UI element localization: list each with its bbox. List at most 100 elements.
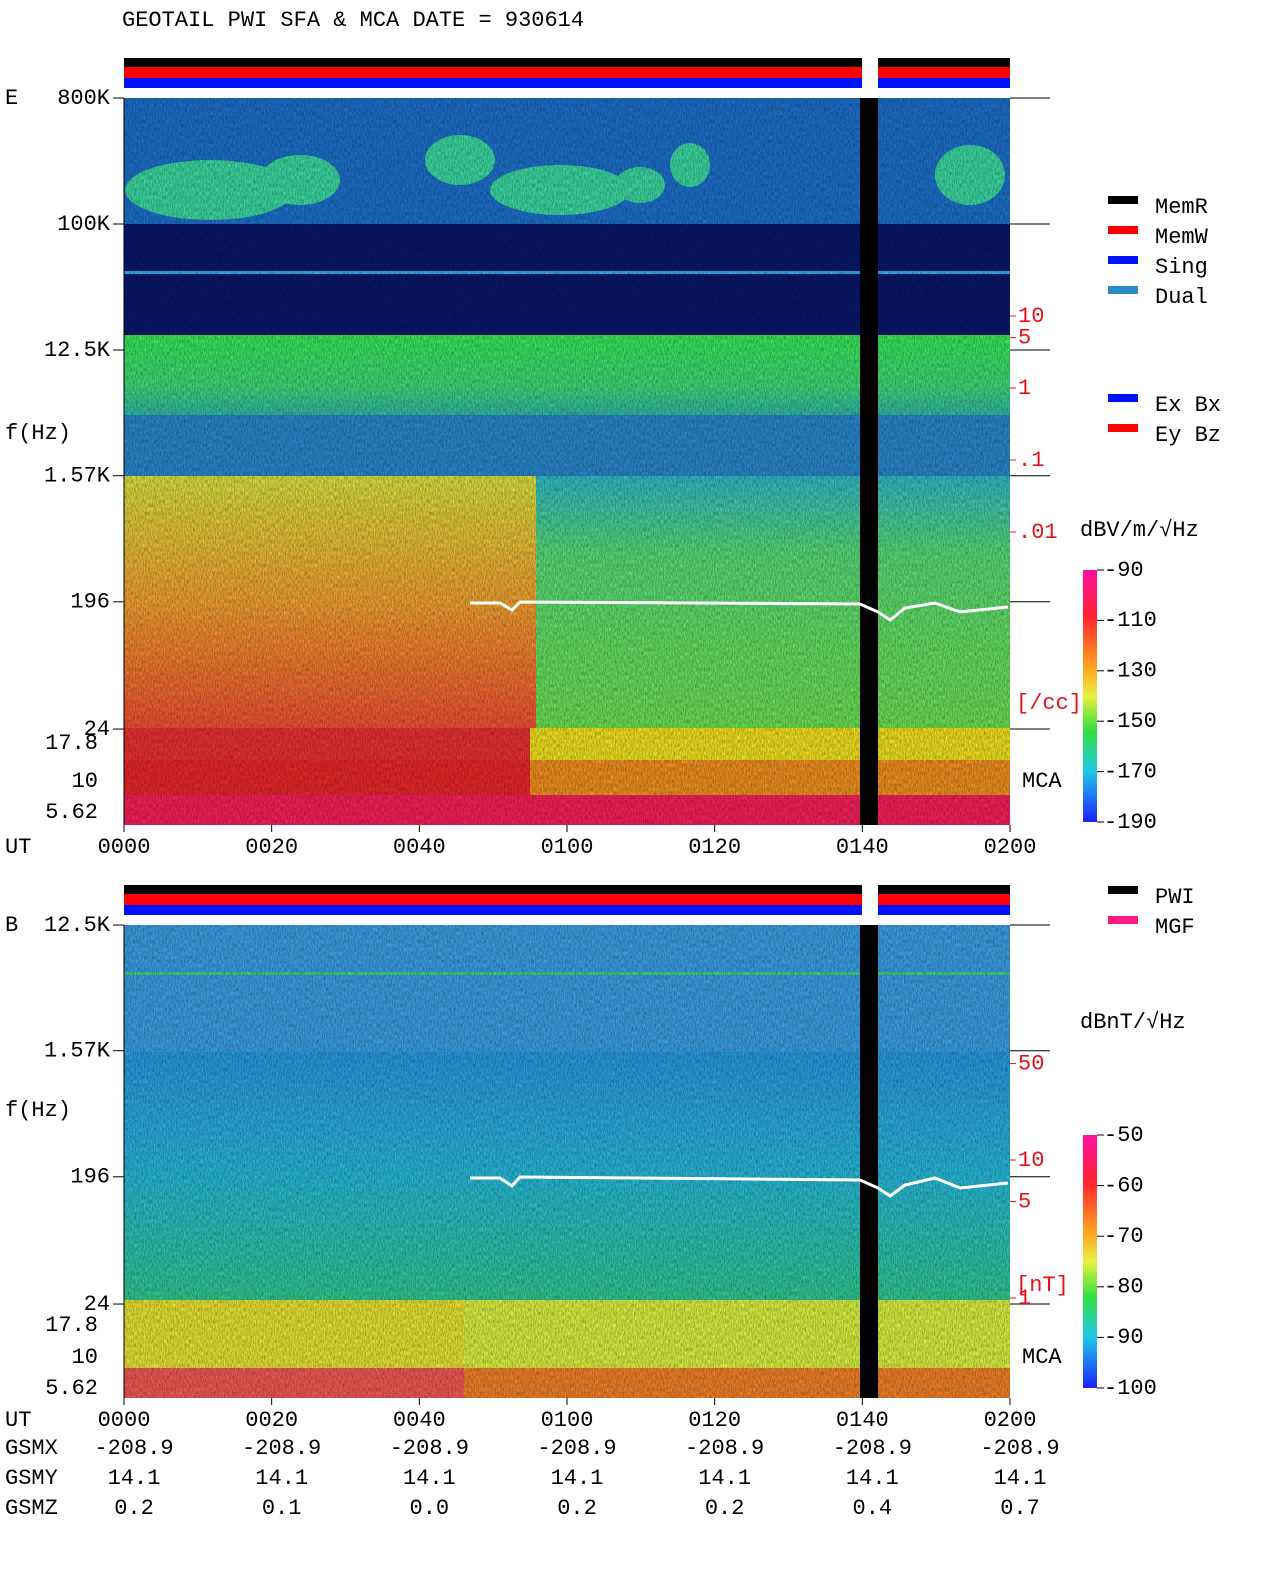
right-scale-label: 10 (1018, 1148, 1044, 1173)
panel-label: E (5, 86, 18, 111)
colorbar-tick-label: -50 (1104, 1123, 1144, 1148)
ephemeris-value: 14.1 (846, 1466, 899, 1491)
panel-label: B (5, 913, 18, 938)
x-tick-label: 0140 (836, 835, 889, 860)
y-tick-label: 196 (70, 1165, 110, 1190)
ephemeris-value: 14.1 (698, 1466, 751, 1491)
e-colorbar (1083, 570, 1097, 822)
x-tick-label: 0020 (245, 835, 298, 860)
x-tick-label: 0000 (98, 1408, 151, 1433)
right-scale-label: 10 (1018, 304, 1044, 329)
legend-label: Ex Bx (1155, 393, 1221, 418)
mca-channel-label: 17.8 (45, 1313, 98, 1338)
y-tick-label: 196 (70, 590, 110, 615)
right-scale-label: .1 (1018, 448, 1044, 473)
y-tick-label: 800K (57, 86, 111, 111)
legend-swatch (1108, 256, 1138, 264)
legend-label: Sing (1155, 255, 1208, 280)
colorbar-unit: dBV/m/√Hz (1080, 518, 1199, 543)
colorbar-tick-label: -100 (1104, 1376, 1157, 1401)
right-scale-label: 1 (1018, 1286, 1031, 1311)
legend-swatch (1108, 226, 1138, 234)
ephemeris-value: -208.9 (537, 1436, 616, 1461)
legend-label: PWI (1155, 885, 1195, 910)
mca-channel-label: 5.62 (45, 1376, 98, 1401)
mca-channel-label: 10 (72, 769, 98, 794)
colorbar-tick-label: -130 (1104, 659, 1157, 684)
x-axis-label: UT (5, 1408, 31, 1433)
colorbar-tick-label: -170 (1104, 759, 1157, 784)
x-tick-label: 0120 (688, 1408, 741, 1433)
x-tick-label: 0020 (245, 1408, 298, 1433)
y-tick-label: 24 (84, 1292, 110, 1317)
ephemeris-value: 14.1 (108, 1466, 161, 1491)
mca-label: MCA (1022, 769, 1062, 794)
y-tick-label: 1.57K (44, 1039, 111, 1064)
ephemeris-value: -208.9 (685, 1436, 764, 1461)
ephemeris-value: -208.9 (390, 1436, 469, 1461)
ephemeris-value: -208.9 (833, 1436, 912, 1461)
ephemeris-name: GSMZ (5, 1496, 58, 1521)
legend-label: MGF (1155, 915, 1195, 940)
x-tick-label: 0000 (98, 835, 151, 860)
legend-label: MemR (1155, 195, 1208, 220)
y-tick-label: 24 (84, 717, 110, 742)
right-scale-label: 5 (1018, 325, 1031, 350)
legend-label: Ey Bz (1155, 423, 1221, 448)
right-scale-label: 50 (1018, 1051, 1044, 1076)
x-tick-label: 0100 (541, 1408, 594, 1433)
b-spectrogram (124, 885, 1010, 1398)
ephemeris-value: 0.2 (557, 1496, 597, 1521)
ephemeris-value: 14.1 (551, 1466, 604, 1491)
mca-channel-label: 5.62 (45, 800, 98, 825)
x-tick-label: 0040 (393, 835, 446, 860)
x-tick-label: 0200 (984, 1408, 1037, 1433)
b-colorbar (1083, 1135, 1097, 1388)
right-scale-label: .01 (1018, 520, 1058, 545)
colorbar-tick-label: -90 (1104, 1325, 1144, 1350)
right-scale-label: 1 (1018, 376, 1031, 401)
colorbar-tick-label: -110 (1104, 608, 1157, 633)
ephemeris-value: 0.2 (705, 1496, 745, 1521)
ephemeris-value: 14.1 (255, 1466, 308, 1491)
legend-swatch (1108, 196, 1138, 204)
ephemeris-value: 0.7 (1000, 1496, 1040, 1521)
y-axis-label: f(Hz) (5, 421, 71, 446)
x-axis-label: UT (5, 835, 31, 860)
colorbar-tick-label: -70 (1104, 1224, 1144, 1249)
ephemeris-value: -208.9 (980, 1436, 1059, 1461)
legend-swatch (1108, 424, 1138, 432)
ephemeris-value: 0.1 (262, 1496, 302, 1521)
y-axis-label: f(Hz) (5, 1098, 71, 1123)
legend-swatch (1108, 886, 1138, 894)
y-tick-label: 12.5K (44, 913, 111, 938)
legend-swatch (1108, 286, 1138, 294)
x-tick-label: 0100 (541, 835, 594, 860)
title: GEOTAIL PWI SFA & MCA DATE = 930614 (122, 8, 584, 33)
ephemeris-name: GSMY (5, 1466, 58, 1491)
x-tick-label: 0040 (393, 1408, 446, 1433)
y-tick-label: 12.5K (44, 338, 111, 363)
ephemeris-value: 14.1 (403, 1466, 456, 1491)
y-tick-label: 1.57K (44, 464, 111, 489)
colorbar-tick-label: -190 (1104, 810, 1157, 835)
ephemeris-value: -208.9 (242, 1436, 321, 1461)
legend-swatch (1108, 394, 1138, 402)
x-tick-label: 0120 (688, 835, 741, 860)
ephemeris-value: 0.4 (853, 1496, 893, 1521)
legend-label: MemW (1155, 225, 1209, 250)
legend-swatch (1108, 916, 1138, 924)
ephemeris-value: 14.1 (994, 1466, 1047, 1491)
ephemeris-value: -208.9 (94, 1436, 173, 1461)
e-spectrogram (124, 58, 1010, 825)
colorbar-tick-label: -90 (1104, 558, 1144, 583)
right-scale-unit: [nT] (1016, 1273, 1069, 1298)
ephemeris-value: 0.0 (410, 1496, 450, 1521)
colorbar-unit: dBnT/√Hz (1080, 1010, 1186, 1035)
right-scale-unit: [/cc] (1016, 691, 1082, 716)
ephemeris-value: 0.2 (114, 1496, 154, 1521)
mca-label: MCA (1022, 1345, 1062, 1370)
mca-channel-label: 17.8 (45, 731, 98, 756)
colorbar-tick-label: -150 (1104, 709, 1157, 734)
